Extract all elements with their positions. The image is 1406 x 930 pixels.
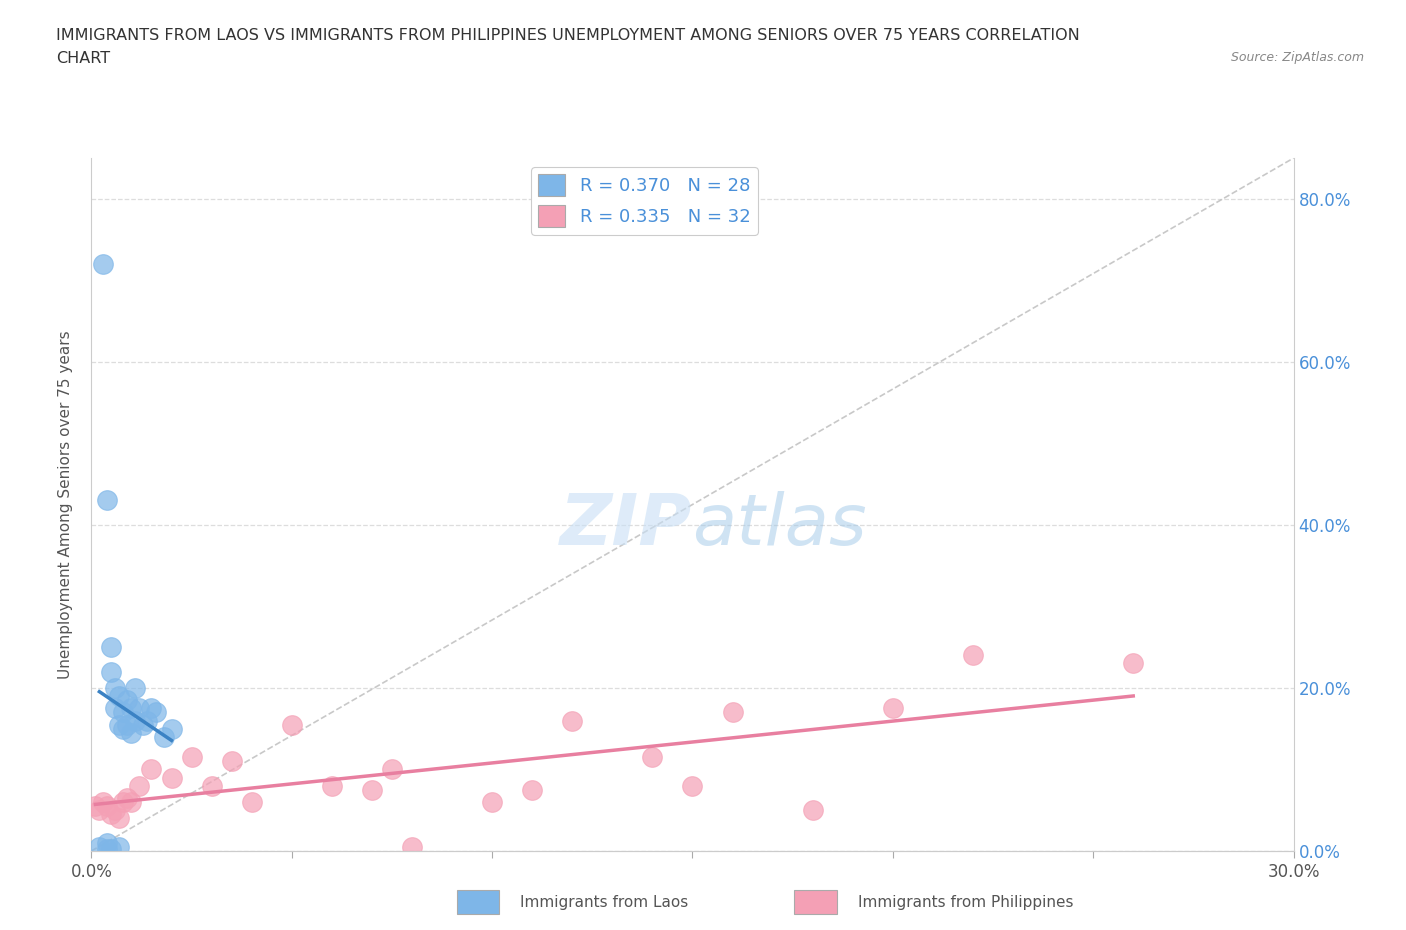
- Point: [89, 803, 111, 817]
- Point: [381, 762, 404, 777]
- Point: [104, 681, 127, 696]
- Point: [128, 778, 150, 793]
- Point: [221, 754, 243, 769]
- Point: [132, 717, 155, 732]
- Point: [112, 794, 135, 809]
- Point: [801, 803, 824, 817]
- Point: [100, 664, 122, 679]
- Text: Source: ZipAtlas.com: Source: ZipAtlas.com: [1230, 51, 1364, 64]
- Point: [84, 799, 107, 814]
- Point: [962, 648, 984, 663]
- Point: [89, 840, 111, 855]
- Point: [641, 750, 664, 764]
- Point: [160, 770, 183, 785]
- Point: [240, 794, 263, 809]
- Point: [121, 794, 143, 809]
- Legend: R = 0.370   N = 28, R = 0.335   N = 32: R = 0.370 N = 28, R = 0.335 N = 32: [531, 167, 758, 234]
- Text: Immigrants from Laos: Immigrants from Laos: [520, 895, 689, 910]
- Point: [321, 778, 343, 793]
- Point: [401, 840, 423, 855]
- Point: [96, 841, 118, 856]
- Point: [281, 717, 304, 732]
- Point: [108, 811, 131, 826]
- Point: [104, 701, 127, 716]
- Point: [93, 257, 115, 272]
- Point: [145, 705, 167, 720]
- Point: [117, 717, 139, 732]
- Point: [136, 713, 159, 728]
- Point: [522, 782, 544, 797]
- Point: [360, 782, 382, 797]
- Point: [121, 701, 143, 716]
- Point: [112, 705, 135, 720]
- Point: [124, 713, 146, 728]
- Text: ZIP: ZIP: [560, 491, 692, 560]
- Point: [180, 750, 202, 764]
- Point: [141, 701, 163, 716]
- Point: [561, 713, 583, 728]
- Text: IMMIGRANTS FROM LAOS VS IMMIGRANTS FROM PHILIPPINES UNEMPLOYMENT AMONG SENIORS O: IMMIGRANTS FROM LAOS VS IMMIGRANTS FROM …: [56, 28, 1080, 43]
- Y-axis label: Unemployment Among Seniors over 75 years: Unemployment Among Seniors over 75 years: [58, 330, 73, 679]
- Point: [112, 722, 135, 737]
- Text: Immigrants from Philippines: Immigrants from Philippines: [858, 895, 1073, 910]
- Point: [96, 493, 118, 508]
- Point: [93, 794, 115, 809]
- Point: [882, 701, 904, 716]
- Point: [124, 681, 146, 696]
- Point: [108, 717, 131, 732]
- Point: [681, 778, 703, 793]
- Point: [141, 762, 163, 777]
- Point: [100, 842, 122, 857]
- Point: [108, 840, 131, 855]
- Point: [108, 688, 131, 703]
- Point: [152, 729, 174, 744]
- Point: [128, 701, 150, 716]
- Point: [100, 807, 122, 822]
- Point: [117, 790, 139, 805]
- Point: [100, 640, 122, 655]
- Point: [121, 725, 143, 740]
- Point: [160, 722, 183, 737]
- Point: [117, 693, 139, 708]
- Point: [481, 794, 503, 809]
- Point: [1122, 656, 1144, 671]
- Point: [201, 778, 224, 793]
- Point: [96, 835, 118, 850]
- Point: [96, 799, 118, 814]
- Point: [721, 705, 744, 720]
- Text: atlas: atlas: [692, 491, 868, 560]
- Point: [104, 803, 127, 817]
- Text: CHART: CHART: [56, 51, 110, 66]
